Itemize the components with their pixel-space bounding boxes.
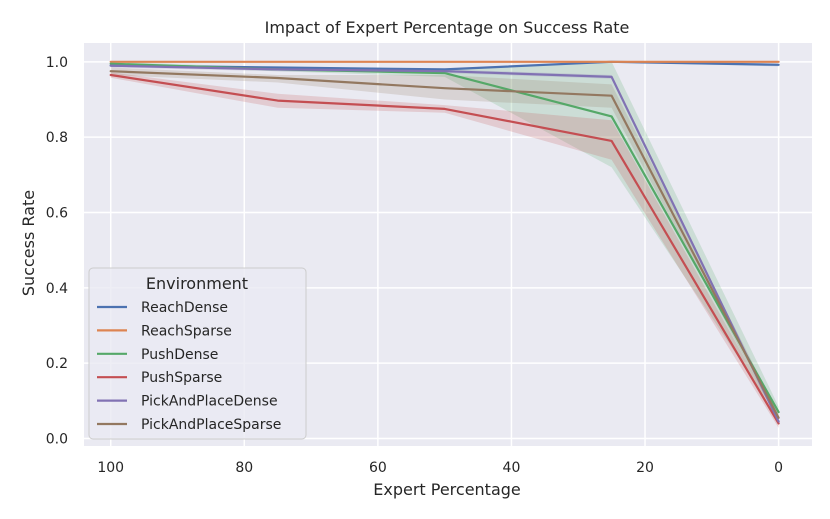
x-tick-label: 80 (235, 460, 253, 476)
legend-box (88, 267, 307, 440)
y-axis-label: Success Rate (19, 190, 38, 296)
y-tick-label: 0.6 (46, 205, 68, 221)
y-tick-label: 0.0 (46, 431, 68, 447)
series-line (109, 70, 780, 419)
legend-label: PushSparse (141, 370, 222, 386)
y-tick-label: 0.2 (46, 356, 68, 372)
y-tick-label: 0.4 (46, 281, 68, 297)
legend-label: PushDense (141, 347, 218, 363)
legend-label: ReachDense (141, 300, 228, 316)
legend-label: PickAndPlaceDense (141, 394, 278, 410)
legend-label: PickAndPlaceSparse (141, 417, 281, 433)
x-tick-label: 100 (97, 460, 124, 476)
series-line (109, 73, 780, 425)
x-tick-label: 40 (503, 460, 521, 476)
legend-label: ReachSparse (141, 323, 232, 339)
y-tick-label: 1.0 (46, 55, 68, 71)
legend-entries: ReachDense ReachSparse PushDense PushSparse… (97, 300, 281, 433)
x-tick-label: 0 (774, 460, 783, 476)
legend: Environment ReachDense ReachSparse PushDen… (88, 267, 307, 440)
x-axis-label: Expert Percentage (373, 480, 521, 499)
series-line (109, 64, 780, 423)
x-tick-label: 60 (369, 460, 387, 476)
x-tick-label: 20 (636, 460, 654, 476)
confidence-band (110, 61, 779, 418)
legend-title: Environment (146, 274, 248, 293)
chart-title: Impact of Expert Percentage on Success R… (265, 18, 630, 37)
y-tick-label: 0.8 (46, 130, 68, 146)
